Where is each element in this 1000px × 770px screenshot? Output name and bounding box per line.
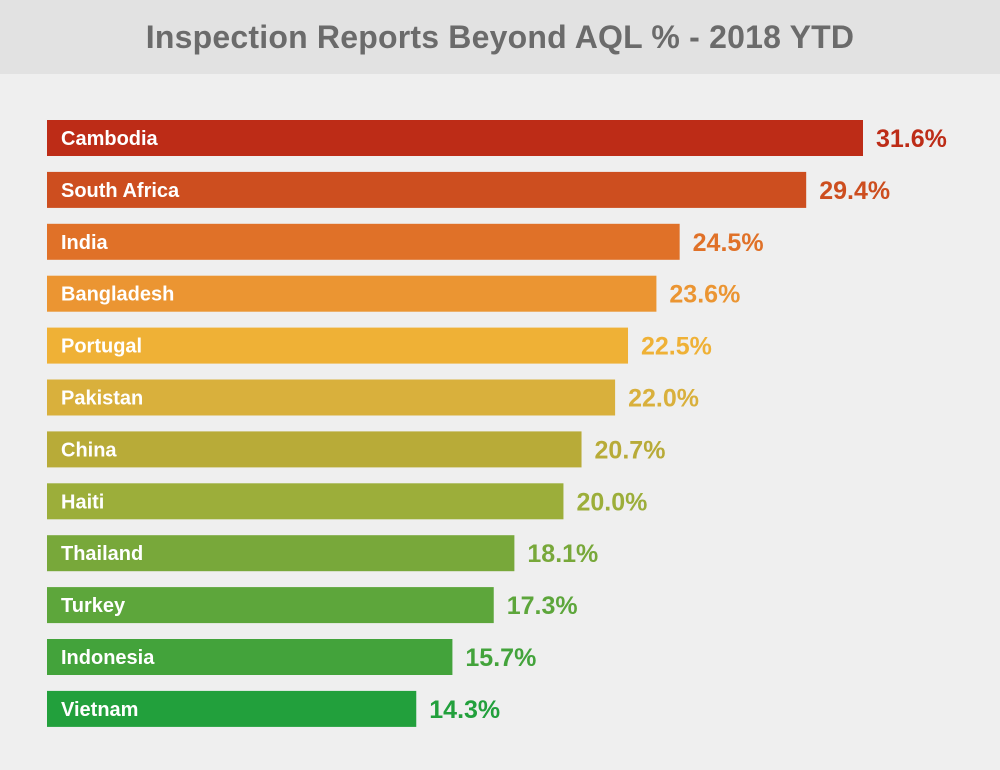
- value-label: 20.7%: [595, 436, 666, 464]
- bar-thailand: [47, 535, 515, 572]
- value-label: 31.6%: [876, 125, 947, 153]
- bar-indonesia: [47, 639, 453, 675]
- bar-portugal: [47, 327, 629, 364]
- value-label: 22.5%: [641, 333, 712, 361]
- value-label: 14.3%: [429, 696, 500, 724]
- bar-vietnam: [47, 690, 417, 727]
- category-label: China: [61, 439, 117, 461]
- bar-haiti: [47, 483, 564, 520]
- bar-south-africa: [47, 171, 807, 208]
- category-label: Bangladesh: [61, 284, 174, 306]
- category-label: India: [61, 232, 109, 254]
- bar-pakistan: [47, 379, 616, 416]
- value-label: 15.7%: [465, 644, 536, 672]
- category-label: Pakistan: [61, 388, 143, 410]
- bar-cambodia: [47, 120, 863, 156]
- value-label: 18.1%: [527, 540, 598, 568]
- value-label: 23.6%: [669, 281, 740, 309]
- category-label: Vietnam: [61, 699, 138, 721]
- bar-turkey: [47, 587, 494, 624]
- category-label: Portugal: [61, 336, 142, 358]
- value-label: 24.5%: [693, 229, 764, 257]
- bar-india: [47, 223, 680, 260]
- value-label: 29.4%: [819, 177, 890, 205]
- bar-bangladesh: [47, 275, 657, 312]
- category-label: Turkey: [61, 595, 126, 617]
- category-label: South Africa: [61, 180, 180, 202]
- bar-china: [47, 431, 582, 468]
- title-bar: Inspection Reports Beyond AQL % - 2018 Y…: [0, 0, 1000, 74]
- value-label: 20.0%: [576, 488, 647, 516]
- chart-title: Inspection Reports Beyond AQL % - 2018 Y…: [145, 18, 855, 55]
- value-label: 17.3%: [507, 592, 578, 620]
- category-label: Thailand: [61, 543, 143, 565]
- category-label: Cambodia: [61, 128, 159, 150]
- category-label: Haiti: [61, 491, 104, 513]
- category-label: Indonesia: [61, 647, 155, 669]
- value-label: 22.0%: [628, 385, 699, 413]
